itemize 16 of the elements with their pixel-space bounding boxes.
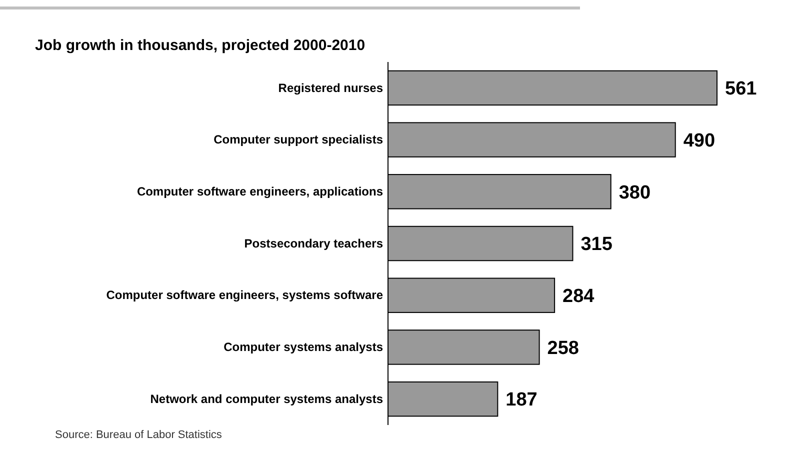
- data-label: 380: [618, 182, 651, 204]
- y-tick-label: Computer software engineers, applications: [136, 184, 384, 198]
- data-label: 258: [547, 338, 580, 359]
- source-note: Source: Bureau of Labor Statistics: [55, 429, 222, 441]
- y-tick-label: Network and computer systems analysts: [150, 392, 384, 406]
- data-label: 187: [506, 390, 538, 411]
- y-tick-label: Computer systems analysts: [224, 340, 384, 354]
- data-label: 315: [580, 234, 613, 256]
- text: Job growth in thousands, projected 2000-2010: [35, 37, 366, 54]
- y-tick-label: Computer support specialists: [214, 132, 384, 147]
- y-tick-label: Registered nurses: [278, 80, 384, 95]
- data-label: 561: [725, 78, 758, 100]
- y-tick-label: Postsecondary teachers: [244, 236, 384, 250]
- data-label: 284: [562, 286, 595, 308]
- y-tick-label: Computer software engineers, systems software: [106, 288, 384, 302]
- data-label: 490: [683, 130, 716, 152]
